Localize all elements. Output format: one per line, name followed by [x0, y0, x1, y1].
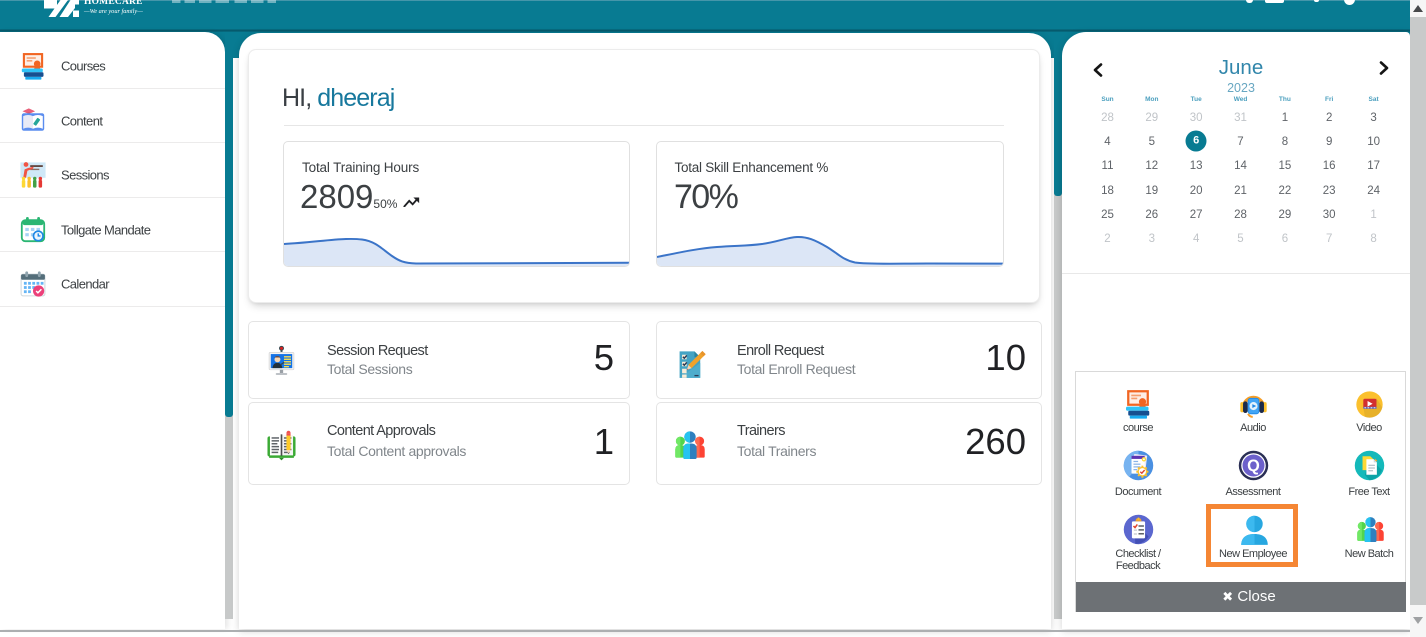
svg-text:Q: Q: [1247, 457, 1260, 475]
